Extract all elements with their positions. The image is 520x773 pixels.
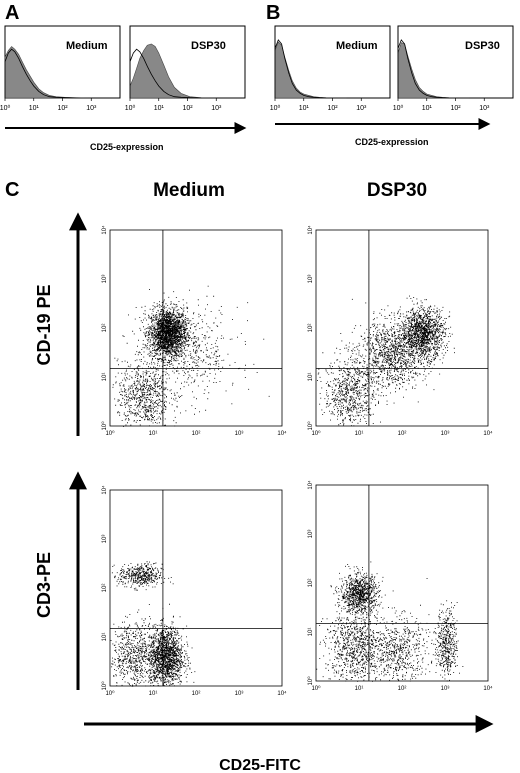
histogram-tick-label: 10¹ (422, 105, 433, 112)
y-tick-label: 10⁰ (307, 676, 314, 686)
x-tick-label: 10² (192, 431, 201, 437)
dot-plot-cd3-medium: 10⁰ 10¹ 10² 10³ 10⁴ 10⁰ 10¹ 10² 10³ 10⁴ (101, 485, 287, 697)
histogram-tick-label: 10² (57, 105, 68, 112)
panel-label-a: A (5, 2, 19, 24)
y-tick-label: 10³ (308, 530, 314, 539)
histogram-tick-label: 10² (182, 105, 193, 112)
row-label-cd3: CD3-PE (34, 552, 54, 618)
column-title-dsp30: DSP30 (367, 180, 427, 201)
y-tick-label: 10⁴ (307, 225, 314, 235)
x-tick-label: 10² (398, 431, 407, 437)
x-tick-label: 10⁰ (311, 430, 321, 437)
x-tick-label: 10⁴ (277, 430, 287, 437)
row-label-cd19: CD-19 PE (34, 284, 54, 365)
histogram-title: DSP30 (191, 40, 226, 52)
event-dots (110, 561, 196, 687)
histogram-tick-label: 10⁰ (0, 104, 10, 112)
histogram-outline-line (397, 39, 470, 99)
y-tick-label: 10² (308, 324, 314, 333)
panel-b-xlabel: CD25-expression (355, 137, 429, 147)
event-dots (317, 295, 455, 427)
panel-a-xlabel: CD25-expression (90, 142, 164, 152)
histogram-tick-label: 10² (327, 105, 338, 112)
histogram-tick-label: 10¹ (29, 105, 40, 112)
panel-a-histograms: Medium 10⁰ 10¹ 10² 10³ DSP30 10⁰ 10¹ 10² 10³ CD2… (0, 25, 247, 152)
y-tick-label: 10³ (308, 275, 314, 284)
x-tick-label: 10⁴ (483, 430, 493, 437)
histogram-title: DSP30 (465, 40, 500, 52)
histogram-tick-label: 10³ (479, 105, 490, 112)
y-tick-label: 10³ (102, 535, 108, 544)
histogram-b-dsp30: DSP30 10⁰ 10¹ 10² 10³ (393, 25, 514, 112)
y-tick-label: 10¹ (308, 373, 314, 382)
y-tick-label: 10³ (102, 275, 108, 284)
histogram-tick-label: 10¹ (299, 105, 310, 112)
panel-label-c: C (5, 179, 19, 201)
histogram-outline-line (274, 39, 347, 99)
histogram-tick-label: 10⁰ (270, 104, 281, 112)
y-tick-label: 10² (102, 324, 108, 333)
y-tick-label: 10⁴ (307, 480, 314, 490)
y-tick-label: 10¹ (308, 628, 314, 637)
dot-plot-frame (109, 489, 283, 687)
y-tick-label: 10² (102, 584, 108, 593)
y-tick-label: 10⁰ (101, 681, 108, 691)
column-title-medium: Medium (153, 180, 225, 201)
x-tick-label: 10³ (441, 686, 450, 692)
histogram-tick-label: 10⁰ (125, 104, 136, 112)
xlabel-cd25-fitc: CD25-FITC (219, 757, 301, 773)
event-dots (112, 285, 270, 427)
x-tick-label: 10¹ (149, 691, 158, 697)
x-tick-label: 10² (398, 686, 407, 692)
dot-plot-frame (109, 229, 283, 427)
x-tick-label: 10³ (235, 691, 244, 697)
x-tick-label: 10² (192, 691, 201, 697)
histogram-title: Medium (336, 40, 378, 52)
histogram-a-medium: Medium 10⁰ 10¹ 10² 10³ (0, 25, 121, 112)
histogram-outline-line (4, 48, 92, 99)
dot-plot-cd3-dsp30: 10⁰ 10¹ 10² 10³ 10⁴ 10⁰ 10¹ 10² 10³ 10⁴ (307, 480, 493, 692)
histogram-tick-label: 10¹ (154, 105, 165, 112)
panel-label-b: B (266, 2, 280, 24)
panel-c-dot-plots: Medium DSP30 CD-19 PE CD3-PE CD25-FITC 1… (34, 180, 494, 773)
y-tick-label: 10¹ (102, 633, 108, 642)
event-dots (316, 561, 464, 682)
y-tick-label: 10⁰ (307, 421, 314, 431)
x-tick-label: 10⁴ (483, 685, 493, 692)
dot-plot-cd19-medium: 10⁰ 10¹ 10² 10³ 10⁴ 10⁰ 10¹ 10² 10³ 10⁴ (101, 225, 287, 437)
x-tick-label: 10³ (441, 431, 450, 437)
histogram-outline-line (129, 48, 217, 99)
histogram-tick-label: 10³ (356, 105, 367, 112)
y-tick-label: 10¹ (102, 373, 108, 382)
dot-plot-cd19-dsp30: 10⁰ 10¹ 10² 10³ 10⁴ 10⁰ 10¹ 10² 10³ 10⁴ (307, 225, 493, 437)
histogram-title: Medium (66, 40, 108, 52)
x-tick-label: 10³ (235, 431, 244, 437)
histogram-a-dsp30: DSP30 10⁰ 10¹ 10² 10³ (125, 25, 246, 112)
x-tick-label: 10¹ (355, 686, 364, 692)
histogram-tick-label: 10³ (86, 105, 97, 112)
panel-b-histograms: Medium 10⁰ 10¹ 10² 10³ DSP30 10⁰ 10¹ 10² 10³ CD2… (270, 25, 514, 147)
x-tick-label: 10⁰ (311, 685, 321, 692)
x-tick-label: 10¹ (355, 431, 364, 437)
x-tick-label: 10⁰ (105, 690, 115, 697)
x-tick-label: 10⁴ (277, 690, 287, 697)
histogram-tick-label: 10² (450, 105, 461, 112)
y-tick-label: 10⁴ (101, 225, 108, 235)
x-tick-label: 10¹ (149, 431, 158, 437)
histogram-tick-label: 10³ (211, 105, 222, 112)
x-tick-label: 10⁰ (105, 430, 115, 437)
y-tick-label: 10⁴ (101, 485, 108, 495)
y-tick-label: 10⁰ (101, 421, 108, 431)
y-tick-label: 10² (308, 579, 314, 588)
histogram-tick-label: 10⁰ (393, 104, 404, 112)
histogram-filled-area (129, 43, 217, 99)
histogram-b-medium: Medium 10⁰ 10¹ 10² 10³ (270, 25, 391, 112)
dot-plot-frame (315, 229, 489, 427)
